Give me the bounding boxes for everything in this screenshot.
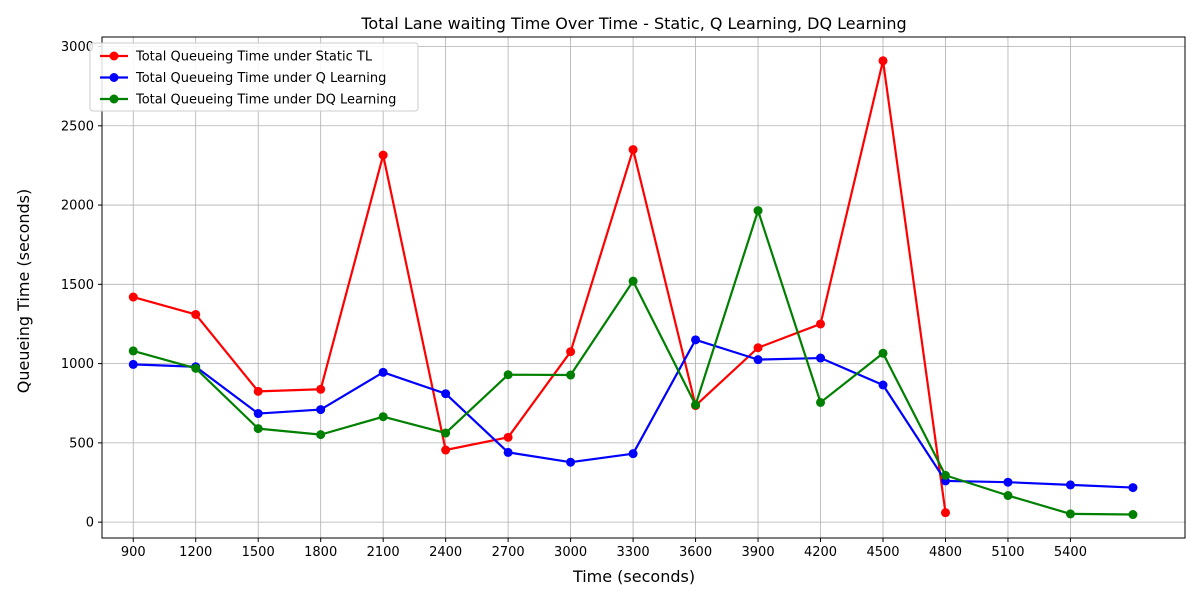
y-axis-ticks: 0 500 1000 1500 2000 2500 3000 (61, 40, 102, 531)
data-point (628, 276, 638, 286)
data-point (503, 447, 513, 457)
data-point (128, 359, 138, 369)
x-tick-label: 2700 (492, 545, 525, 560)
data-point (566, 347, 576, 357)
y-tick-label: 0 (86, 516, 94, 531)
x-tick-label: 3900 (742, 545, 775, 560)
series-line (132, 59, 947, 513)
data-point (253, 409, 263, 419)
data-point (1128, 510, 1138, 520)
y-tick-label: 3000 (61, 40, 94, 55)
data-point (1065, 480, 1075, 490)
data-point (128, 346, 138, 356)
data-point (566, 457, 576, 467)
data-point (316, 384, 326, 394)
data-point (378, 150, 388, 160)
x-tick-label: 900 (121, 545, 146, 560)
data-point (1065, 509, 1075, 519)
data-point (628, 145, 638, 155)
legend-marker (109, 51, 119, 61)
data-point (753, 343, 763, 353)
data-point (816, 397, 826, 407)
y-tick-label: 1000 (61, 357, 94, 372)
legend-marker (109, 73, 119, 82)
legend-box (89, 42, 419, 112)
data-point (878, 348, 888, 358)
data-point (128, 292, 138, 302)
data-point (191, 363, 201, 373)
data-point (940, 470, 950, 480)
data-point (253, 386, 263, 396)
data-point (316, 430, 326, 440)
legend-label: Total Queueing Time under Q Learning (135, 71, 386, 86)
legend-item: Total Queueing Time under Static TL (100, 50, 373, 65)
data-point (878, 380, 888, 390)
data-point (628, 449, 638, 459)
data-point (441, 428, 451, 438)
x-tick-label: 1200 (179, 545, 212, 560)
x-tick-label: 2400 (429, 545, 462, 560)
data-point (503, 370, 513, 380)
legend: Total Queueing Time under Static TL Total… (89, 42, 419, 112)
data-point (378, 412, 388, 422)
data-point (816, 353, 826, 363)
data-point (691, 335, 701, 345)
data-point (753, 206, 763, 216)
data-point (253, 424, 263, 434)
y-tick-label: 2000 (61, 199, 94, 214)
data-point (191, 309, 201, 319)
y-axis-title: Queueing Time (seconds) (14, 189, 33, 394)
data-point (816, 319, 826, 329)
x-tick-label: 4800 (929, 545, 962, 560)
data-point (878, 56, 888, 66)
legend-label: Total Queueing Time under DQ Learning (135, 93, 396, 108)
plot-frame (101, 36, 1186, 539)
x-tick-label: 4500 (866, 545, 899, 560)
data-point (316, 405, 326, 415)
x-tick-label: 3300 (617, 545, 650, 560)
legend-item: Total Queueing Time under DQ Learning (100, 93, 396, 108)
y-tick-label: 2500 (61, 119, 94, 134)
x-tick-label: 4200 (804, 545, 837, 560)
legend-label: Total Queueing Time under Static TL (135, 50, 373, 65)
data-point (566, 370, 576, 380)
data-point (1128, 483, 1138, 493)
x-axis-title: Time (seconds) (572, 567, 695, 586)
x-tick-label: 2100 (367, 545, 400, 560)
y-tick-label: 500 (69, 436, 94, 451)
data-point (1003, 477, 1013, 487)
x-tick-label: 3600 (679, 545, 712, 560)
x-tick-label: 5400 (1054, 545, 1087, 560)
series-layer (128, 56, 1138, 520)
data-point (940, 508, 950, 518)
legend-item: Total Queueing Time under Q Learning (100, 71, 386, 86)
data-point (691, 400, 701, 410)
data-point (441, 445, 451, 455)
series-1 (128, 56, 950, 518)
legend-marker (109, 94, 119, 104)
chart-title: Total Lane waiting Time Over Time - Stat… (360, 14, 906, 33)
x-axis-ticks: 900 1200 1500 1800 2100 2400 2700 3000 3300 3600 3… (121, 538, 1087, 560)
data-point (1003, 491, 1013, 501)
series-3 (128, 206, 1138, 520)
y-tick-label: 1500 (61, 278, 94, 293)
data-point (753, 355, 763, 365)
x-tick-label: 5100 (991, 545, 1024, 560)
grid-lines (102, 37, 1185, 538)
data-point (441, 389, 451, 399)
x-tick-label: 1800 (304, 545, 337, 560)
data-point (503, 432, 513, 442)
x-tick-label: 1500 (242, 545, 275, 560)
x-tick-label: 3000 (554, 545, 587, 560)
data-point (378, 367, 388, 377)
